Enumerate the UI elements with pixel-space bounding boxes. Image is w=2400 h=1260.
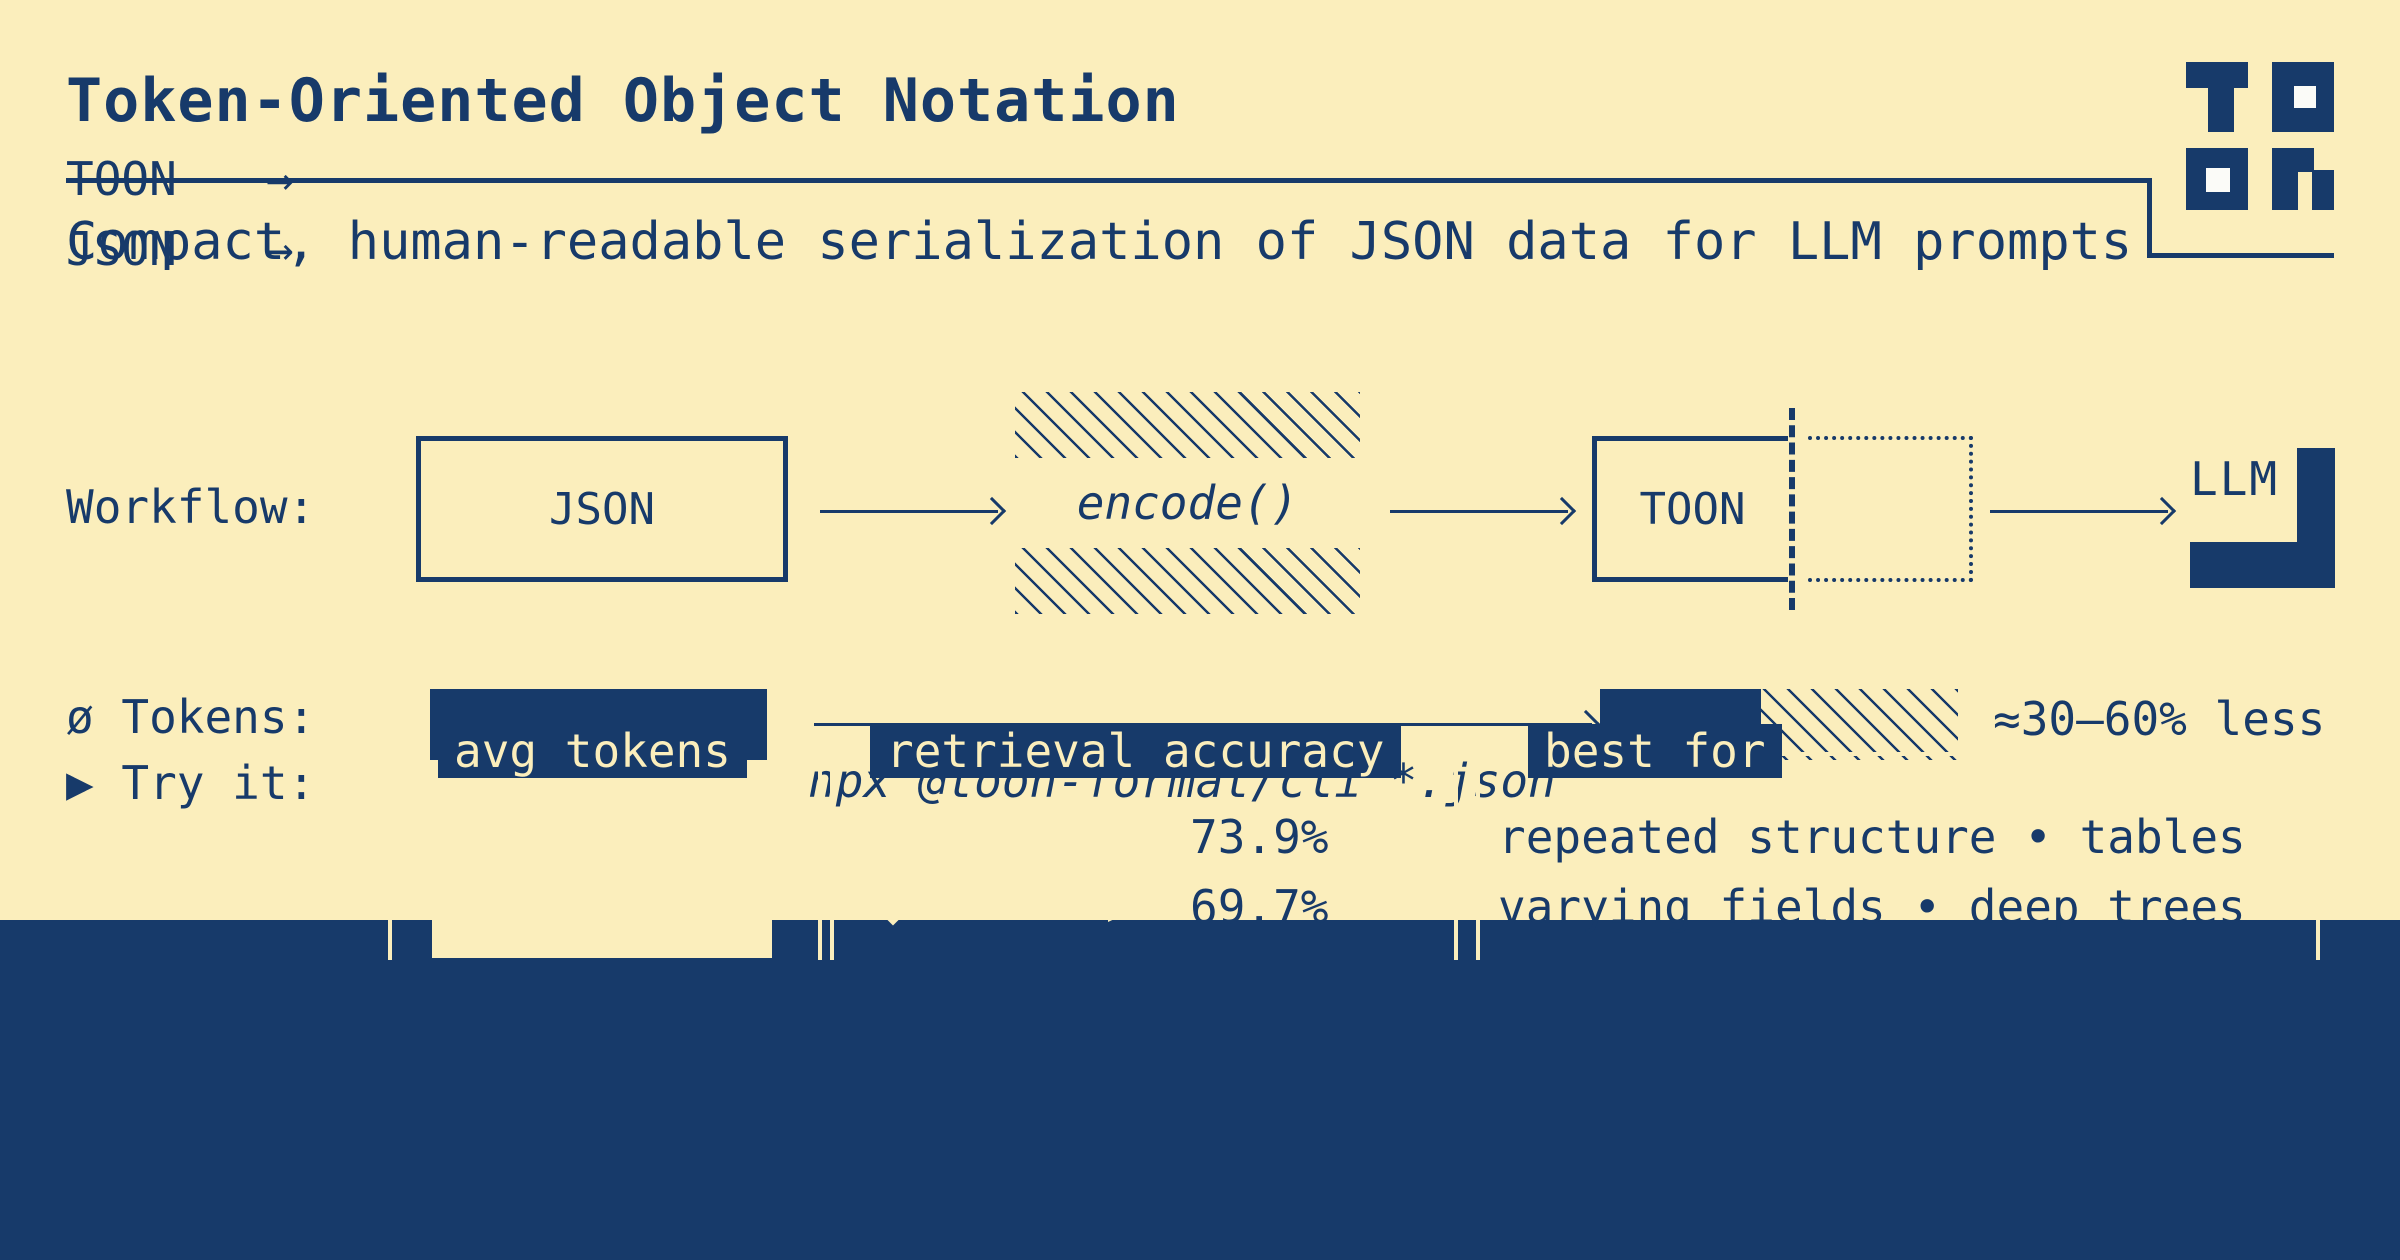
best-for-group: best for [1476,724,2320,960]
workflow-node-encode-label: encode() [1076,476,1299,530]
workflow-node-toon-ghost [1808,436,1973,582]
workflow-node-toon-label: TOON [1639,483,1746,535]
header-rule-step [2147,178,2152,258]
workflow-label: Workflow: [66,480,316,534]
page-subtitle: Compact, human-readable serialization of… [66,212,2133,272]
workflow-node-llm: LLM [2190,448,2335,588]
header-rule-horizontal [66,178,2152,183]
footer-row-label-toon: TOON [66,152,177,206]
retrieval-accuracy-legend: retrieval accuracy [870,724,1401,778]
toon-logo-icon [2186,62,2334,210]
tokens-savings-label: ≈30–60% less [1993,692,2326,746]
workflow-arrow-toon-to-llm [1990,494,2180,528]
retrieval-accuracy-arrow-json [877,893,1134,927]
logo-letter-n-right [2312,170,2334,210]
llm-corner-horizontal [2190,542,2335,588]
footer-row-arrow-toon: → [266,152,294,206]
avg-tokens-bar-toon [432,818,772,886]
page-title: Token-Oriented Object Notation [66,66,1180,136]
workflow-node-toon-divider [1789,408,1795,610]
workflow-node-json: JSON [416,436,788,582]
workflow-node-json-label: JSON [549,483,655,535]
retrieval-accuracy-group: retrieval accuracy [818,724,1458,960]
avg-tokens-bar-json [432,888,772,958]
encode-hatch-bottom [1015,548,1360,614]
avg-tokens-legend: avg tokens [438,724,747,778]
footer-row-arrow-json: → [266,222,294,276]
workflow-arrow-encode-to-toon [1390,494,1580,528]
logo-letter-o-first [2272,62,2334,132]
logo-letter-o-second [2186,148,2248,210]
retrieval-accuracy-value-toon: 73.9% [1190,810,1329,864]
avg-tokens-bar-toon-hatch [636,818,772,886]
llm-corner-vertical [2297,448,2335,558]
tokens-label: ø Tokens: [66,690,316,744]
avg-tokens-bar-toon-solid [432,818,636,886]
workflow-arrow-json-to-encode [820,494,1010,528]
footer-row-label-json: JSON [66,222,177,276]
retrieval-accuracy-value-json: 69.7% [1190,880,1329,934]
logo-letter-n-top [2272,148,2314,172]
best-for-line-toon: repeated structure • tables [1498,810,2246,864]
logo-letter-t-stem [2208,88,2234,132]
avg-tokens-group: avg tokens [388,724,834,960]
best-for-line-json: varying fields • deep trees [1498,880,2246,934]
encode-hatch-top [1015,392,1360,458]
comparison-footer-panel [0,920,2400,1260]
tokens-bar-toon-hatch [1761,689,1958,760]
header-rule-under-logo [2147,253,2334,258]
workflow-node-llm-label: LLM [2190,452,2280,506]
retrieval-accuracy-arrow-toon [877,823,1174,857]
logo-letter-t-bar [2186,62,2248,88]
best-for-legend: best for [1528,724,1782,778]
workflow-node-toon: TOON [1592,436,1788,582]
workflow-node-encode: encode() [1015,392,1360,614]
try-it-label: ▶ Try it: [66,756,316,810]
